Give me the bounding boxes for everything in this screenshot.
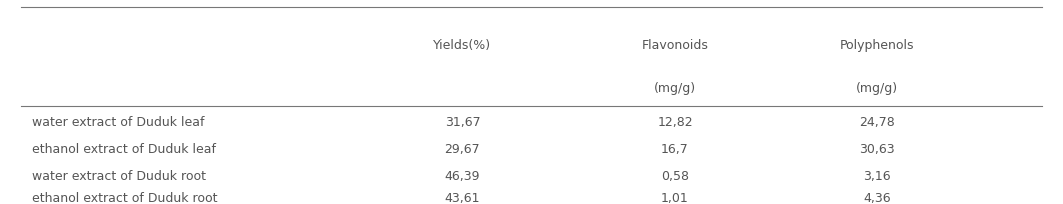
Text: 0,58: 0,58: [661, 169, 689, 182]
Text: 16,7: 16,7: [661, 142, 689, 155]
Text: 1,01: 1,01: [661, 191, 689, 204]
Text: 24,78: 24,78: [859, 116, 895, 129]
Text: water extract of Duduk leaf: water extract of Duduk leaf: [32, 116, 204, 129]
Text: 12,82: 12,82: [657, 116, 693, 129]
Text: Flavonoids: Flavonoids: [642, 38, 708, 51]
Text: ethanol extract of Duduk leaf: ethanol extract of Duduk leaf: [32, 142, 216, 155]
Text: 43,61: 43,61: [444, 191, 480, 204]
Text: 3,16: 3,16: [863, 169, 891, 182]
Text: Polyphenols: Polyphenols: [840, 38, 914, 51]
Text: 46,39: 46,39: [444, 169, 480, 182]
Text: (mg/g): (mg/g): [654, 81, 696, 94]
Text: ethanol extract of Duduk root: ethanol extract of Duduk root: [32, 191, 218, 204]
Text: 29,67: 29,67: [444, 142, 480, 155]
Text: Yields(%): Yields(%): [434, 38, 491, 51]
Text: 4,36: 4,36: [863, 191, 891, 204]
Text: (mg/g): (mg/g): [856, 81, 898, 94]
Text: water extract of Duduk root: water extract of Duduk root: [32, 169, 206, 182]
Text: 31,67: 31,67: [444, 116, 480, 129]
Text: 30,63: 30,63: [859, 142, 895, 155]
